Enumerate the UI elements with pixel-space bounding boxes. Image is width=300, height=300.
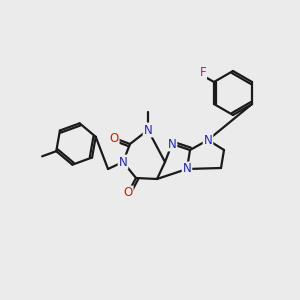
Text: N: N bbox=[204, 134, 212, 146]
Text: F: F bbox=[200, 65, 206, 79]
Text: O: O bbox=[110, 131, 118, 145]
Text: N: N bbox=[183, 163, 191, 176]
Text: O: O bbox=[123, 187, 133, 200]
Text: N: N bbox=[118, 155, 127, 169]
Text: N: N bbox=[144, 124, 152, 136]
Text: N: N bbox=[168, 137, 176, 151]
